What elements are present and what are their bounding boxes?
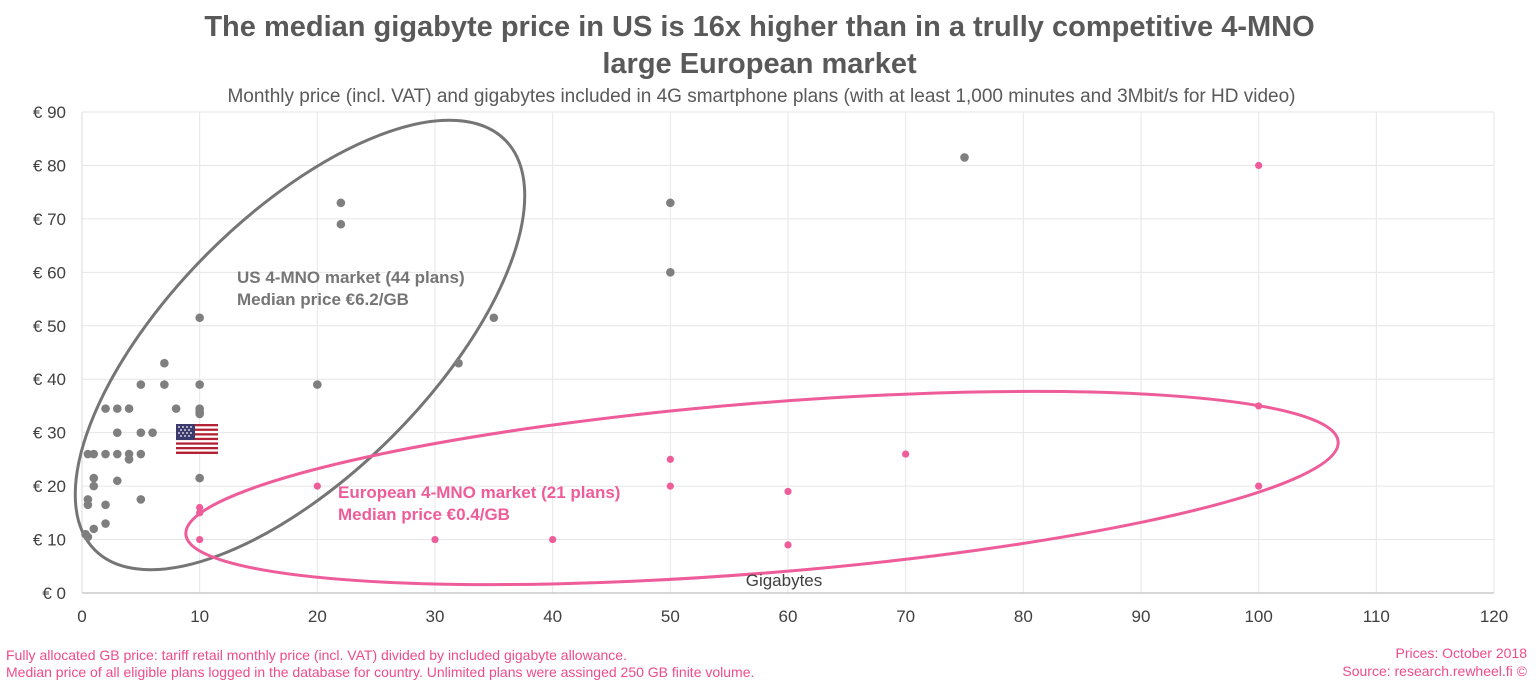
y-tick-label: € 30 bbox=[33, 424, 66, 443]
us-plan-point bbox=[195, 380, 204, 389]
eu-plan-point bbox=[1255, 482, 1263, 490]
y-tick-label: € 80 bbox=[33, 156, 66, 175]
x-tick-label: 100 bbox=[1244, 607, 1272, 626]
us-plan-point bbox=[101, 449, 110, 459]
eu-annotation-line2: Median price €0.4/GB bbox=[338, 505, 510, 524]
us-plan-point bbox=[195, 404, 204, 413]
us-plan-point bbox=[124, 404, 134, 413]
chart-subtitle: Monthly price (incl. VAT) and gigabytes … bbox=[227, 86, 1296, 107]
y-tick-label: € 70 bbox=[33, 210, 66, 229]
gridlines bbox=[82, 111, 1495, 593]
us-plan-point bbox=[489, 313, 499, 323]
axes bbox=[81, 112, 1494, 594]
eu-plan-point bbox=[902, 450, 910, 458]
us-plan-point bbox=[148, 428, 157, 437]
us-plan-point bbox=[666, 198, 675, 208]
eu-plan-point bbox=[666, 482, 674, 490]
x-tick-label: 90 bbox=[1132, 607, 1151, 626]
us-plan-point bbox=[160, 358, 169, 368]
eu-plan-point bbox=[313, 482, 321, 490]
y-tick-label: € 40 bbox=[33, 370, 66, 389]
eu-plan-point bbox=[1255, 161, 1263, 170]
us-plan-point bbox=[136, 495, 146, 504]
x-axis-label: Gigabytes bbox=[746, 571, 823, 590]
us-annotation-line2: Median price €6.2/GB bbox=[237, 290, 409, 309]
x-tick-label: 50 bbox=[661, 607, 680, 626]
y-tick-label: € 50 bbox=[33, 317, 66, 336]
us-market-ellipse bbox=[73, 118, 527, 572]
eu-plan-point bbox=[1255, 402, 1263, 410]
chart-title: The median gigabyte price in US is 16x h… bbox=[204, 11, 1315, 43]
footnote-source: Source: research.rewheel.fi © bbox=[1342, 663, 1527, 679]
us-plan-point bbox=[313, 380, 322, 389]
chart-title-line2: large European market bbox=[602, 48, 917, 80]
footnote-prices-date: Prices: October 2018 bbox=[1395, 645, 1527, 661]
eu-plan-point bbox=[431, 535, 439, 544]
us-annotation-line1: US 4-MNO market (44 plans) bbox=[237, 268, 465, 287]
us-plan-point bbox=[83, 449, 93, 459]
us-plan-point bbox=[124, 449, 134, 459]
y-tick-label: € 60 bbox=[33, 263, 66, 282]
us-plan-point bbox=[101, 500, 110, 510]
us-plan-point bbox=[101, 404, 110, 413]
us-plan-point bbox=[89, 449, 99, 459]
us-plan-point bbox=[89, 481, 99, 491]
us-plan-point bbox=[89, 473, 99, 483]
eu-plan-point bbox=[784, 487, 792, 496]
us-plan-point bbox=[136, 428, 146, 437]
x-tick-label: 10 bbox=[190, 607, 209, 626]
us-plan-point bbox=[195, 473, 204, 483]
x-tick-label: 0 bbox=[77, 607, 86, 626]
x-tick-label: 120 bbox=[1480, 607, 1508, 626]
x-tick-label: 30 bbox=[426, 607, 445, 626]
x-tick-label: 110 bbox=[1363, 607, 1390, 626]
us-plan-point bbox=[160, 380, 169, 389]
us-plan-point bbox=[83, 532, 93, 542]
us-plan-point bbox=[336, 219, 346, 229]
footnote-median: Median price of all eligible plans logge… bbox=[6, 664, 755, 680]
x-tick-label: 20 bbox=[308, 607, 327, 626]
eu-plan-point bbox=[549, 535, 557, 544]
us-plan-point bbox=[89, 524, 99, 534]
y-tick-label: € 20 bbox=[33, 477, 66, 496]
us-plan-point bbox=[666, 268, 675, 277]
us-plan-point bbox=[960, 153, 969, 162]
us-flag-icon bbox=[176, 424, 218, 454]
y-tick-label: € 0 bbox=[42, 584, 66, 603]
us-plan-point bbox=[195, 313, 204, 323]
eu-annotation-line1: European 4-MNO market (21 plans) bbox=[338, 483, 620, 502]
y-tick-label: € 10 bbox=[33, 531, 66, 550]
eu-plan-point bbox=[784, 541, 792, 549]
eu-market-ellipse bbox=[184, 389, 1340, 587]
us-plan-point bbox=[113, 476, 122, 486]
x-tick-label: 60 bbox=[779, 607, 798, 626]
eu-plan-point bbox=[666, 455, 674, 463]
footnote-gb-price: Fully allocated GB price: tariff retail … bbox=[6, 647, 627, 663]
x-tick-label: 80 bbox=[1014, 607, 1033, 626]
us-plan-point bbox=[113, 428, 122, 437]
us-plan-point bbox=[454, 358, 463, 368]
x-tick-label: 40 bbox=[543, 607, 562, 626]
eu-plan-point bbox=[196, 535, 204, 544]
us-plan-point bbox=[113, 449, 122, 459]
y-tick-label: € 90 bbox=[33, 103, 66, 122]
data-points bbox=[81, 153, 1263, 549]
us-plan-point bbox=[136, 380, 146, 389]
eu-plan-point bbox=[196, 503, 204, 512]
eu-plan-point bbox=[196, 509, 204, 517]
us-plan-point bbox=[336, 198, 346, 208]
tick-labels: € 0 € 10 € 20 € 30 € 40 € 50 € 60 € 70 € 80 € 90 0… bbox=[33, 103, 1508, 626]
x-tick-label: 70 bbox=[896, 607, 915, 626]
us-plan-point bbox=[83, 495, 93, 504]
us-plan-point bbox=[113, 404, 122, 413]
us-plan-point bbox=[171, 404, 181, 413]
us-plan-point bbox=[136, 449, 146, 459]
us-plan-point bbox=[101, 519, 110, 528]
